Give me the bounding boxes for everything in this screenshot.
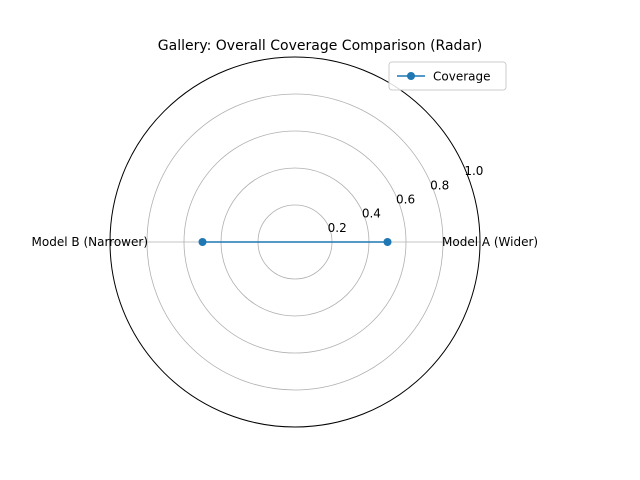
- legend-frame: [388, 61, 507, 91]
- series-layer: [198, 238, 392, 246]
- r-tick-label-0: 0.2: [328, 221, 347, 235]
- r-tick-label-4: 1.0: [464, 164, 483, 178]
- category-label-0: Model A (Wider): [442, 235, 538, 249]
- legend-label-coverage: Coverage: [433, 70, 491, 84]
- legend-marker-coverage: [407, 72, 415, 80]
- r-tick-label-3: 0.8: [430, 178, 449, 192]
- chart-title: Gallery: Overall Coverage Comparison (Ra…: [158, 38, 482, 54]
- r-tick-label-2: 0.6: [396, 193, 415, 207]
- radial-tick-labels: 0.2 0.4 0.6 0.8 1.0: [328, 164, 484, 235]
- category-label-1: Model B (Narrower): [32, 235, 148, 249]
- data-point-0-0: [383, 238, 392, 246]
- legend: Coverage: [388, 61, 507, 91]
- category-labels: Model A (Wider) Model B (Narrower): [32, 235, 539, 249]
- polar-frame: [109, 56, 481, 428]
- data-point-0-1: [198, 238, 207, 246]
- r-tick-label-1: 0.4: [362, 207, 381, 221]
